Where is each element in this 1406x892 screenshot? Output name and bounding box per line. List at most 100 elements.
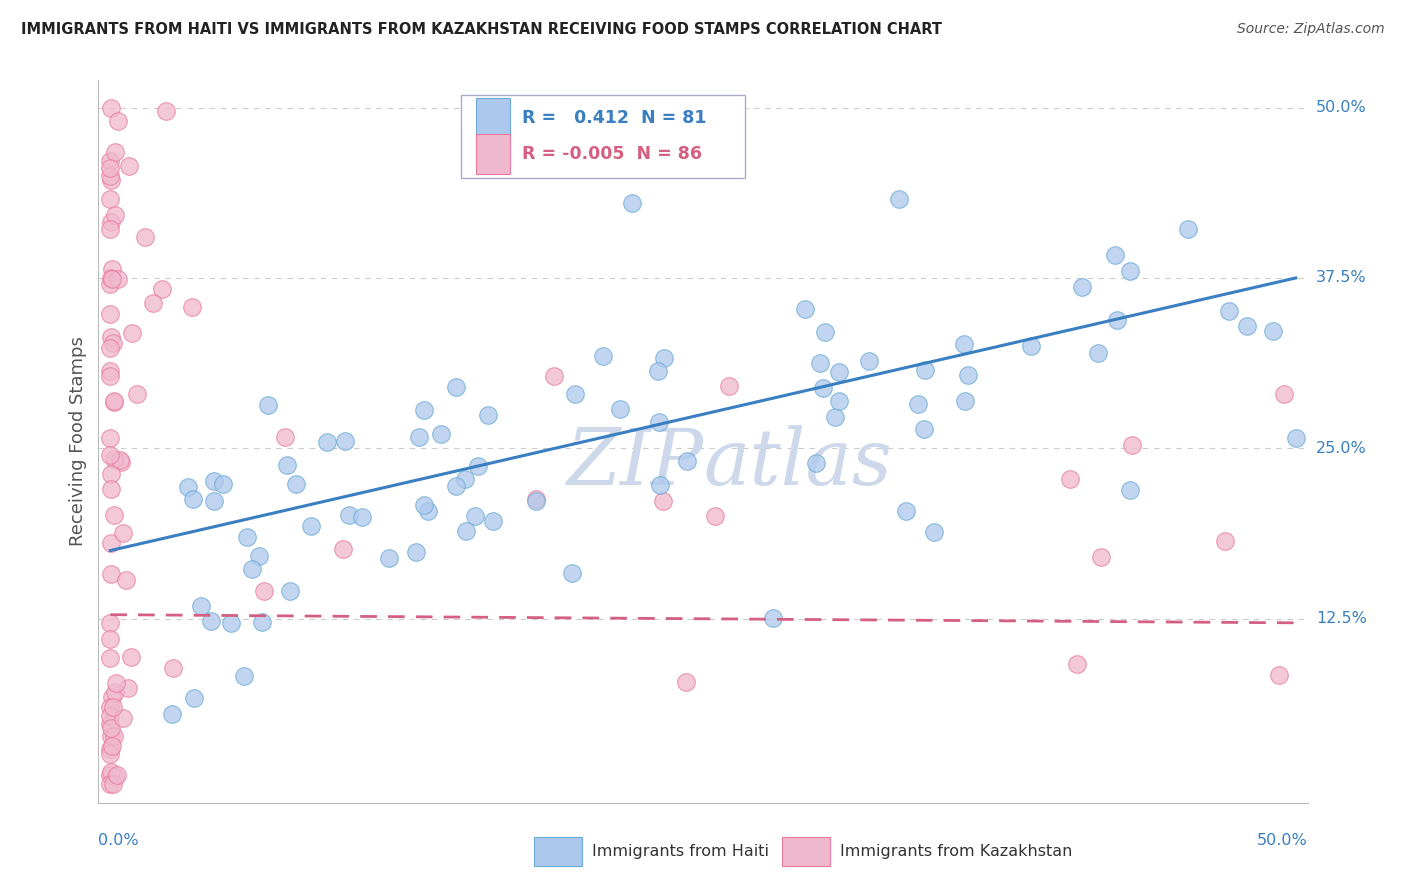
Point <box>828 365 851 379</box>
Point <box>100 777 122 791</box>
Point <box>112 525 135 540</box>
Point <box>98 709 121 723</box>
Point <box>98 277 121 291</box>
Point <box>100 535 122 549</box>
Point <box>101 272 124 286</box>
Point <box>98 154 121 169</box>
Point <box>121 326 143 341</box>
Text: R = -0.005  N = 86: R = -0.005 N = 86 <box>522 145 702 163</box>
Point <box>1236 318 1258 333</box>
Point <box>408 430 430 444</box>
Point <box>561 566 583 580</box>
Point <box>804 457 827 471</box>
Point <box>101 690 124 704</box>
Point <box>240 562 263 576</box>
Point <box>100 432 122 446</box>
Point <box>142 296 165 310</box>
Point <box>98 700 121 714</box>
Point <box>654 351 676 365</box>
Point <box>524 492 547 507</box>
Point <box>103 700 125 714</box>
Point <box>98 448 121 462</box>
Point <box>1059 472 1081 486</box>
Point <box>250 615 273 629</box>
Point <box>717 378 740 392</box>
Point <box>105 676 128 690</box>
Point <box>107 272 129 286</box>
Point <box>233 669 256 683</box>
Point <box>118 159 141 173</box>
Point <box>100 215 122 229</box>
Point <box>907 397 929 411</box>
Point <box>894 504 917 518</box>
Point <box>957 368 980 383</box>
Point <box>120 650 142 665</box>
Point <box>315 434 337 449</box>
Point <box>219 616 242 631</box>
Point <box>912 422 935 436</box>
Point <box>103 452 125 467</box>
Point <box>477 408 499 422</box>
Point <box>183 492 205 507</box>
Text: R =   0.412  N = 81: R = 0.412 N = 81 <box>522 109 706 127</box>
Point <box>814 325 837 339</box>
Point <box>416 504 439 518</box>
Point <box>481 515 503 529</box>
Point <box>100 615 122 630</box>
Point <box>412 498 434 512</box>
Point <box>177 480 200 494</box>
Point <box>202 494 225 508</box>
Point <box>808 356 831 370</box>
Point <box>1119 264 1142 278</box>
Point <box>103 394 125 409</box>
Point <box>111 711 134 725</box>
Point <box>183 691 205 706</box>
Point <box>200 614 222 628</box>
Point <box>339 508 361 523</box>
Point <box>1107 312 1129 326</box>
Point <box>101 335 124 350</box>
Point <box>543 369 565 384</box>
Point <box>620 196 643 211</box>
Bar <box>782 837 830 865</box>
Point <box>127 387 149 401</box>
Point <box>104 208 127 222</box>
Point <box>1119 483 1142 498</box>
Point <box>100 482 122 496</box>
Point <box>464 509 486 524</box>
Point <box>110 455 132 469</box>
Point <box>103 777 125 791</box>
Point <box>276 458 298 472</box>
Point <box>274 430 297 444</box>
FancyBboxPatch shape <box>461 95 745 178</box>
Point <box>454 471 477 485</box>
Point <box>100 341 122 355</box>
Point <box>405 544 427 558</box>
Point <box>100 169 122 183</box>
Point <box>299 519 322 533</box>
Point <box>257 398 280 412</box>
Text: Source: ZipAtlas.com: Source: ZipAtlas.com <box>1237 22 1385 37</box>
Point <box>98 747 121 761</box>
Point <box>648 478 671 492</box>
Bar <box>475 134 509 174</box>
Point <box>564 386 586 401</box>
Point <box>100 567 122 582</box>
Point <box>1104 248 1126 262</box>
Point <box>914 363 936 377</box>
Text: atlas: atlas <box>703 425 891 501</box>
Bar <box>534 837 582 865</box>
Point <box>98 768 121 782</box>
Point <box>180 300 202 314</box>
Point <box>1261 324 1284 338</box>
Point <box>444 380 467 394</box>
Point <box>285 477 308 491</box>
Point <box>202 474 225 488</box>
Point <box>190 599 212 614</box>
Point <box>103 729 125 743</box>
Point <box>1285 431 1308 445</box>
Point <box>134 230 156 244</box>
Point <box>104 770 127 784</box>
Point <box>1177 222 1199 236</box>
Point <box>352 509 374 524</box>
